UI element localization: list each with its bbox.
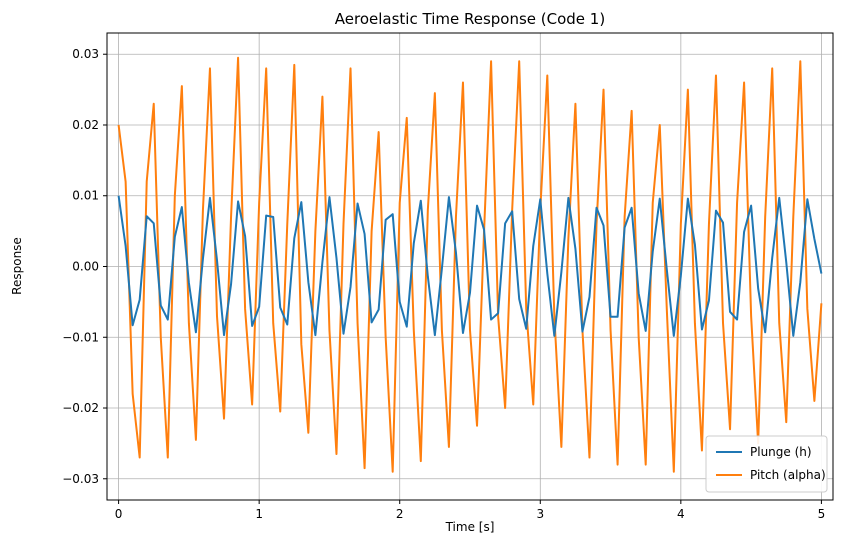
x-axis-ticks: 0 1 2 3 4 5 xyxy=(115,500,825,521)
series-line-plunge xyxy=(117,195,823,337)
legend: Plunge (h) Pitch (alpha) xyxy=(705,435,828,493)
x-tick-label: 2 xyxy=(396,507,404,521)
y-axis-label: Response xyxy=(10,237,24,295)
x-axis-label: Time [s] xyxy=(445,520,495,534)
y-tick-label: 0.01 xyxy=(72,189,99,203)
legend-label-plunge: Plunge (h) xyxy=(750,445,812,459)
y-tick-label: −0.01 xyxy=(62,330,99,344)
chart-title: Aeroelastic Time Response (Code 1) xyxy=(335,10,605,28)
x-tick-label: 5 xyxy=(818,507,826,521)
y-tick-label: −0.02 xyxy=(62,401,99,415)
x-tick-label: 4 xyxy=(677,507,685,521)
x-tick-label: 3 xyxy=(536,507,544,521)
y-tick-label: 0.03 xyxy=(72,47,99,61)
legend-box xyxy=(705,435,828,493)
series-line-pitch xyxy=(117,56,823,473)
x-tick-label: 0 xyxy=(115,507,123,521)
y-tick-label: −0.03 xyxy=(62,472,99,486)
y-tick-label: 0.00 xyxy=(72,260,99,274)
y-tick-label: 0.02 xyxy=(72,118,99,132)
legend-label-pitch: Pitch (alpha) xyxy=(750,468,826,482)
series-layer xyxy=(117,56,823,473)
x-tick-label: 1 xyxy=(255,507,263,521)
y-axis-ticks: −0.03 −0.02 −0.01 0.00 0.01 0.02 0.03 xyxy=(62,47,107,486)
